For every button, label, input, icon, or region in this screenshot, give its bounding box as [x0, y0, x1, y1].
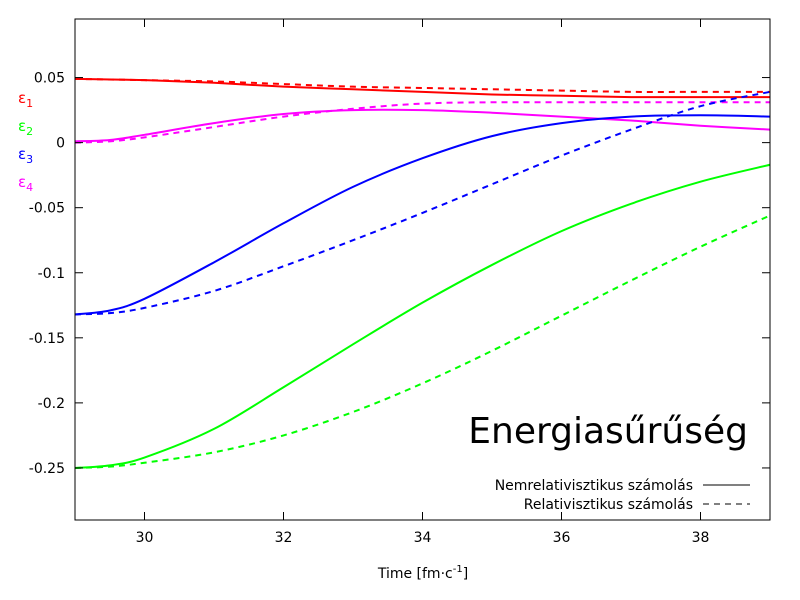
series-line-eps4_nonrel [74, 108, 771, 143]
y-tick-label: -0.15 [29, 331, 65, 347]
series-label-symbol: ε [18, 173, 26, 191]
y-tick-label: -0.1 [38, 266, 65, 282]
x-tick-label: 32 [275, 530, 293, 546]
series-line-eps3_nonrel [74, 114, 771, 316]
series-label-eps2: ε2 [18, 117, 33, 138]
chart-title: Energiasűrűség [468, 411, 748, 452]
legend-label-solid: Nemrelativisztikus számolás [495, 478, 693, 494]
y-tick-label: 0 [56, 136, 65, 152]
series-label-eps4: ε4 [18, 173, 33, 194]
x-axis-title-sup: -1 [453, 564, 463, 575]
series-label-eps1: ε1 [18, 89, 33, 110]
series-label-eps3: ε3 [18, 145, 33, 166]
series-line-eps1_nonrel [74, 77, 770, 99]
legend: Nemrelativisztikus számolás Relativisztik… [495, 478, 750, 513]
x-axis-title: Time [fm·c-1] [377, 564, 468, 582]
series-line-eps2_rel [74, 214, 771, 469]
series-line-eps2_nonrel [74, 163, 771, 469]
y-tick-label: -0.2 [38, 396, 65, 412]
x-axis-title-end: ] [463, 566, 468, 582]
series-label-subscript: 1 [26, 97, 33, 110]
series-layer [74, 77, 771, 469]
x-tick-label: 36 [553, 530, 571, 546]
series-label-symbol: ε [18, 89, 26, 107]
series-line-eps3_rel [74, 90, 771, 316]
y-tick-label: 0.05 [34, 71, 65, 87]
x-tick-label: 34 [414, 530, 432, 546]
series-line-eps4_rel [74, 101, 770, 144]
x-axis-title-base: Time [fm·c [377, 566, 453, 582]
series-label-symbol: ε [18, 117, 26, 135]
legend-label-dashed: Relativisztikus számolás [524, 497, 693, 513]
series-line-eps1_rel [74, 77, 770, 93]
series-label-subscript: 3 [26, 153, 33, 166]
series-label-subscript: 4 [26, 181, 33, 194]
series-label-symbol: ε [18, 145, 26, 163]
y-tick-label: -0.05 [29, 201, 65, 217]
series-label-subscript: 2 [26, 125, 33, 138]
x-tick-label: 30 [136, 530, 154, 546]
x-tick-label: 38 [692, 530, 710, 546]
y-tick-label: -0.25 [29, 461, 65, 477]
ticks-layer: 30 32 34 36 380.050-0.05-0.1-0.15-0.2-0.25 [29, 19, 770, 546]
